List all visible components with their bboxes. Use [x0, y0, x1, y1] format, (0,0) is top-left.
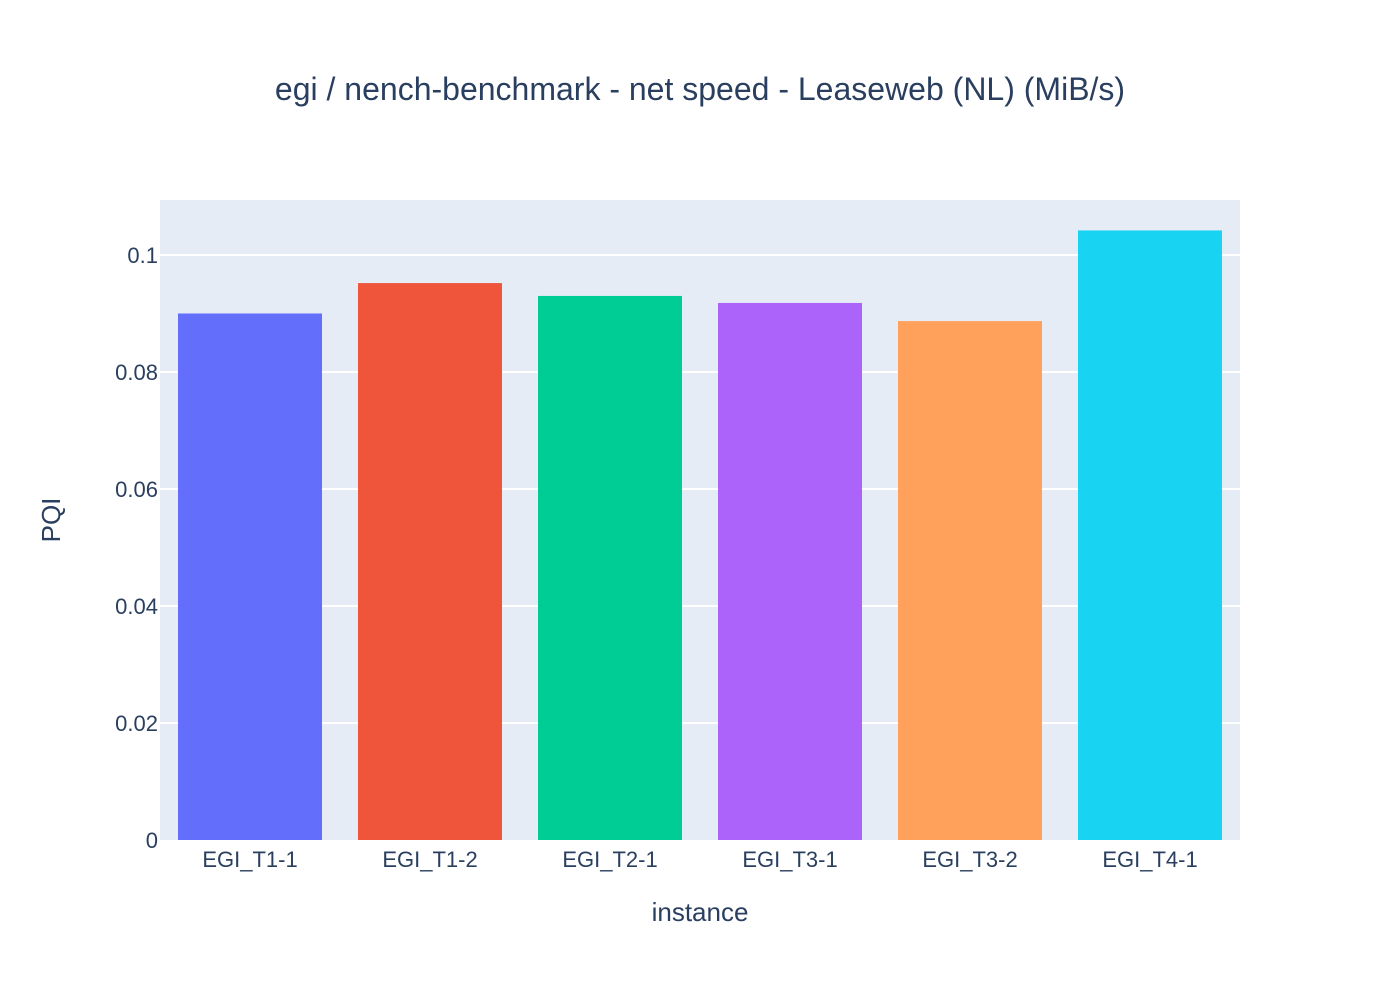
- bar-egi-t3-2[interactable]: [898, 321, 1042, 840]
- y-tick-label: 0.1: [127, 243, 158, 268]
- x-axis-title: instance: [652, 897, 749, 927]
- bar-egi-t4-1[interactable]: [1078, 230, 1222, 840]
- bar-egi-t1-1[interactable]: [178, 313, 322, 840]
- y-axis-ticks: 0 0.02 0.04 0.06 0.08 0.1: [115, 243, 158, 853]
- y-tick-label: 0.08: [115, 360, 158, 385]
- x-tick-label: EGI_T1-2: [382, 847, 477, 872]
- y-tick-label: 0: [146, 828, 158, 853]
- x-tick-label: EGI_T3-1: [742, 847, 837, 872]
- y-tick-label: 0.04: [115, 594, 158, 619]
- gridlines: [160, 253, 1240, 724]
- y-axis-title: PQI: [36, 498, 66, 543]
- x-tick-label: EGI_T3-2: [922, 847, 1017, 872]
- y-tick-label: 0.02: [115, 711, 158, 736]
- x-axis-ticks: EGI_T1-1 EGI_T1-2 EGI_T2-1 EGI_T3-1 EGI_T3-2…: [202, 847, 1197, 872]
- x-tick-label: EGI_T4-1: [1102, 847, 1197, 872]
- chart-title: egi / nench-benchmark - net speed - Leas…: [275, 71, 1125, 107]
- bar-egi-t1-2[interactable]: [358, 283, 502, 840]
- y-tick-label: 0.06: [115, 477, 158, 502]
- x-tick-label: EGI_T2-1: [562, 847, 657, 872]
- x-tick-label: EGI_T1-1: [202, 847, 297, 872]
- bar-egi-t2-1[interactable]: [538, 295, 682, 840]
- bars: [178, 230, 1222, 840]
- bar-egi-t3-1[interactable]: [718, 302, 862, 840]
- plot-area: [160, 200, 1240, 840]
